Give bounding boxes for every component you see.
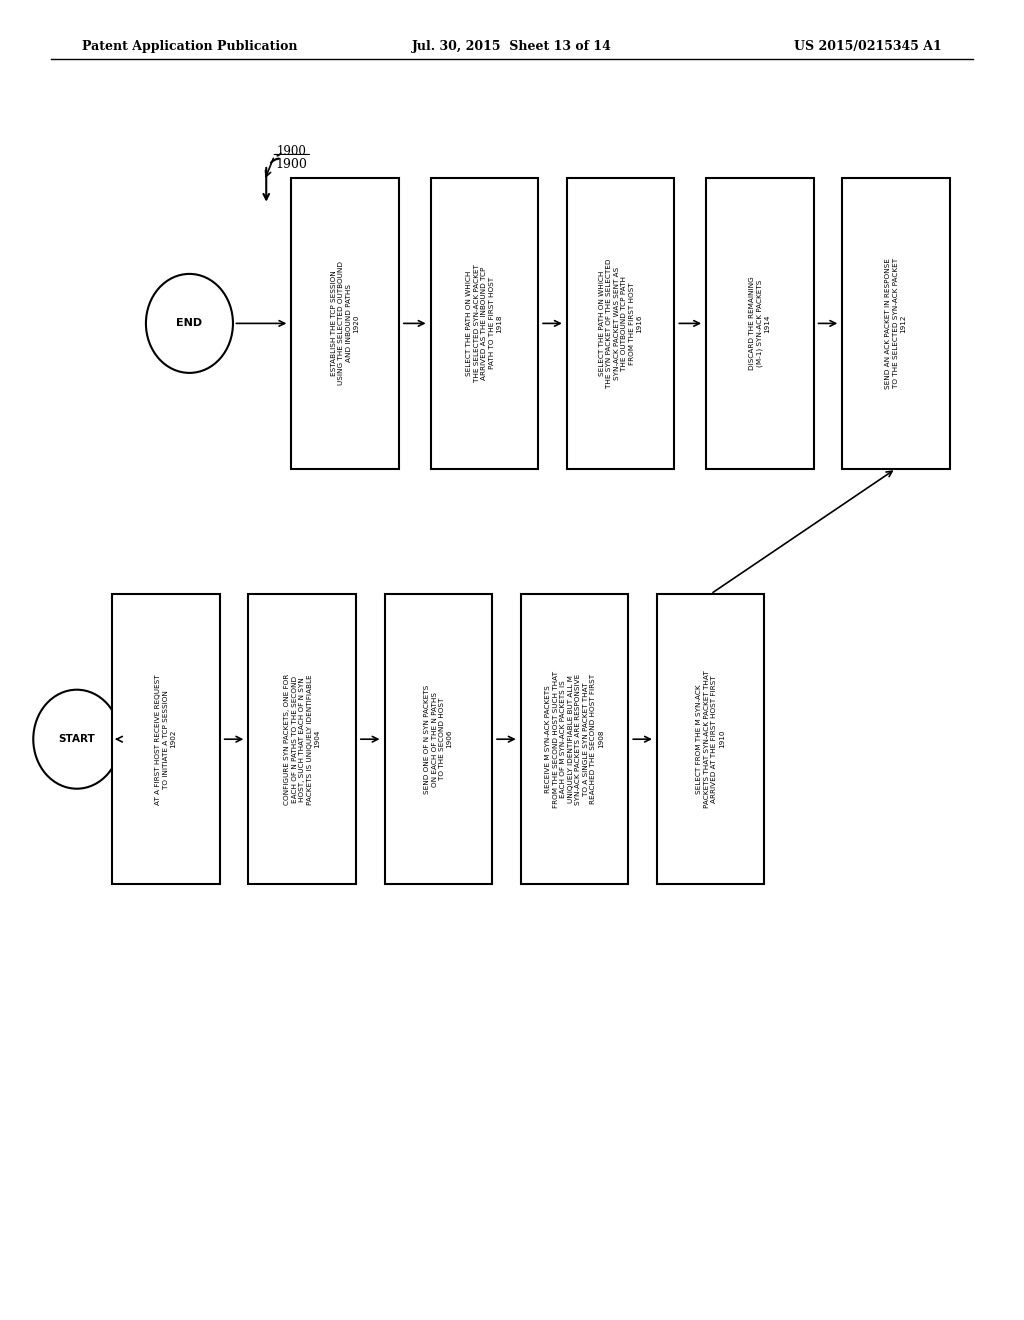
Text: SEND ONE OF N SYN PACKETS
ON EACH OF THE N PATHS
TO THE SECOND HOST
1906: SEND ONE OF N SYN PACKETS ON EACH OF THE… <box>424 685 453 793</box>
FancyBboxPatch shape <box>707 178 813 469</box>
Text: SEND AN ACK PACKET IN RESPONSE
TO THE SELECTED SYN-ACK PACKET
1912: SEND AN ACK PACKET IN RESPONSE TO THE SE… <box>886 257 906 389</box>
Text: SELECT THE PATH ON WHICH
THE SELECTED SYN-ACK PACKET
ARRIVED AS THE INBOUND TCP
: SELECT THE PATH ON WHICH THE SELECTED SY… <box>466 264 503 383</box>
Text: 1900: 1900 <box>276 145 307 158</box>
FancyBboxPatch shape <box>521 594 629 884</box>
Text: AT A FIRST HOST RECEIVE REQUEST
TO INITIATE A TCP SESSION
1902: AT A FIRST HOST RECEIVE REQUEST TO INITI… <box>156 675 176 804</box>
Text: Patent Application Publication: Patent Application Publication <box>82 40 297 53</box>
Text: ESTABLISH THE TCP SESSION
USING THE SELECTED OUTBOUND
AND INBOUND PATHS
1920: ESTABLISH THE TCP SESSION USING THE SELE… <box>331 261 359 385</box>
Text: END: END <box>176 318 203 329</box>
Ellipse shape <box>145 275 233 374</box>
Text: SELECT FROM THE M SYN-ACK
PACKETS THAT SYN-ACK PACKET THAT
ARRIVED AT THE FIRST : SELECT FROM THE M SYN-ACK PACKETS THAT S… <box>696 671 725 808</box>
Text: SELECT THE PATH ON WHICH
THE SYN PACKET OF THE SELECTED
SYN-ACK PACKET WAS SENT : SELECT THE PATH ON WHICH THE SYN PACKET … <box>599 259 642 388</box>
FancyBboxPatch shape <box>430 178 539 469</box>
Text: DISCARD THE REMAINING
(M-1) SYN-ACK PACKETS
1914: DISCARD THE REMAINING (M-1) SYN-ACK PACK… <box>750 276 770 371</box>
Text: FIG. 19: FIG. 19 <box>147 624 221 643</box>
FancyBboxPatch shape <box>567 178 674 469</box>
Text: Jul. 30, 2015  Sheet 13 of 14: Jul. 30, 2015 Sheet 13 of 14 <box>412 40 612 53</box>
FancyBboxPatch shape <box>248 594 356 884</box>
Text: START: START <box>58 734 95 744</box>
Ellipse shape <box>33 689 121 789</box>
Text: CONFIGURE SYN PACKETS, ONE FOR
EACH OF N PATHS TO THE SECOND
HOST, SUCH THAT EAC: CONFIGURE SYN PACKETS, ONE FOR EACH OF N… <box>284 673 321 805</box>
FancyBboxPatch shape <box>842 178 950 469</box>
Text: US 2015/0215345 A1: US 2015/0215345 A1 <box>795 40 942 53</box>
FancyBboxPatch shape <box>113 594 220 884</box>
FancyBboxPatch shape <box>385 594 492 884</box>
Text: RECEIVE M SYN-ACK PACKETS
FROM THE SECOND HOST SUCH THAT
EACH OF M SYN-ACK PACKE: RECEIVE M SYN-ACK PACKETS FROM THE SECON… <box>545 671 604 808</box>
Text: 1900: 1900 <box>275 158 308 172</box>
FancyBboxPatch shape <box>292 178 399 469</box>
FancyBboxPatch shape <box>657 594 764 884</box>
